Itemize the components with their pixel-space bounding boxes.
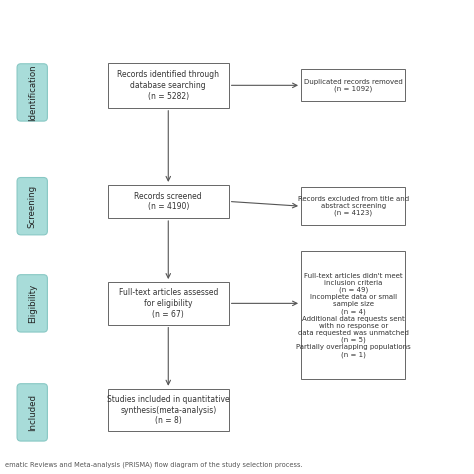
FancyBboxPatch shape bbox=[301, 251, 405, 379]
Text: Screening: Screening bbox=[28, 185, 36, 228]
Text: ematic Reviews and Meta-analysis (PRISMA) flow diagram of the study selection pr: ematic Reviews and Meta-analysis (PRISMA… bbox=[5, 462, 302, 468]
Text: Included: Included bbox=[28, 394, 36, 431]
FancyBboxPatch shape bbox=[108, 389, 228, 431]
Text: Full-text articles didn't meet
inclusion criteria
(n = 49)
Incomplete data or sm: Full-text articles didn't meet inclusion… bbox=[296, 273, 410, 358]
Text: Records screened
(n = 4190): Records screened (n = 4190) bbox=[135, 191, 202, 211]
FancyBboxPatch shape bbox=[301, 187, 405, 225]
Text: Records identified through
database searching
(n = 5282): Records identified through database sear… bbox=[117, 70, 219, 100]
Text: Studies included in quantitative
synthesis(meta-analysis)
(n = 8): Studies included in quantitative synthes… bbox=[107, 395, 229, 425]
FancyBboxPatch shape bbox=[108, 63, 228, 108]
Text: Identification: Identification bbox=[28, 64, 36, 121]
Text: Duplicated records removed
(n = 1092): Duplicated records removed (n = 1092) bbox=[304, 79, 402, 92]
FancyBboxPatch shape bbox=[17, 384, 47, 441]
FancyBboxPatch shape bbox=[17, 64, 47, 121]
Text: Full-text articles assessed
for eligibility
(n = 67): Full-text articles assessed for eligibil… bbox=[118, 288, 218, 319]
FancyBboxPatch shape bbox=[17, 178, 47, 235]
FancyBboxPatch shape bbox=[17, 275, 47, 332]
FancyBboxPatch shape bbox=[301, 69, 405, 101]
Text: Eligibility: Eligibility bbox=[28, 284, 36, 323]
FancyBboxPatch shape bbox=[108, 185, 228, 218]
FancyBboxPatch shape bbox=[108, 282, 228, 325]
Text: Records excluded from title and
abstract screening
(n = 4123): Records excluded from title and abstract… bbox=[298, 196, 409, 217]
